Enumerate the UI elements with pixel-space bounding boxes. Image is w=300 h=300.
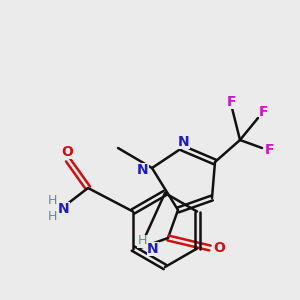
Text: H: H	[47, 194, 57, 208]
Text: H: H	[47, 211, 57, 224]
Text: F: F	[265, 143, 275, 157]
Text: O: O	[61, 145, 73, 159]
Text: F: F	[227, 95, 237, 109]
Text: F: F	[259, 105, 269, 119]
Text: N: N	[147, 242, 159, 256]
Text: H: H	[137, 235, 147, 248]
Text: N: N	[58, 202, 70, 216]
Text: O: O	[213, 241, 225, 255]
Text: N: N	[178, 135, 190, 149]
Text: N: N	[137, 163, 149, 177]
